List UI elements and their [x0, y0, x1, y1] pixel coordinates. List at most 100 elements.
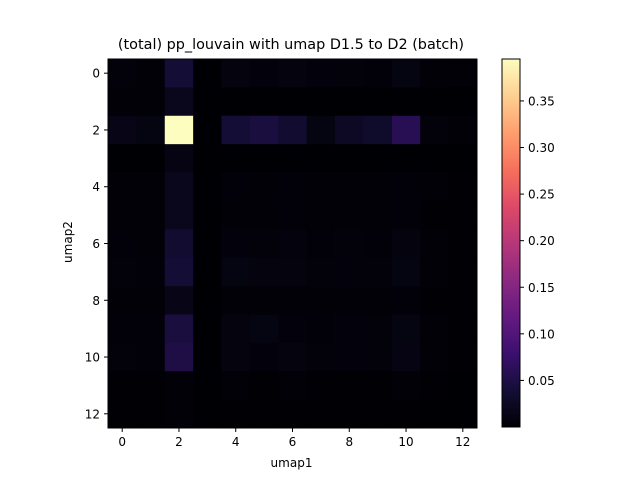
heatmap-cell-r9-c12 — [448, 314, 478, 344]
heatmap-cell-r9-c11 — [420, 314, 450, 344]
heatmap-cell-r9-c7 — [306, 314, 336, 344]
heatmap-cell-r2-c8 — [335, 115, 364, 145]
heatmap-cell-r0-c3 — [193, 59, 222, 88]
heatmap-cell-r6-c7 — [306, 229, 336, 259]
heatmap-cell-r11-c8 — [335, 371, 364, 401]
heatmap-cell-r1-c10 — [391, 87, 421, 117]
heatmap-cell-r6-c12 — [448, 229, 478, 259]
heatmap-cell-r9-c3 — [193, 314, 222, 344]
heatmap-cell-r5-c12 — [448, 200, 478, 230]
heatmap-cell-r5-c10 — [391, 200, 421, 230]
heatmap-cell-r3-c6 — [278, 144, 308, 173]
heatmap-cell-r0-c0 — [108, 59, 137, 88]
heatmap-cell-r10-c9 — [363, 342, 393, 372]
heatmap-cell-r11-c6 — [278, 371, 308, 401]
heatmap-cell-r0-c8 — [335, 59, 364, 88]
heatmap-cell-r3-c8 — [335, 144, 364, 173]
heatmap-cell-r5-c2 — [164, 200, 194, 230]
heatmap-cell-r12-c6 — [278, 399, 308, 429]
heatmap-cell-r5-c6 — [278, 200, 308, 230]
heatmap-cell-r7-c1 — [136, 257, 166, 287]
heatmap-cell-r9-c1 — [136, 314, 166, 344]
heatmap-cell-r8-c6 — [278, 286, 308, 315]
heatmap-cell-r11-c1 — [136, 371, 166, 401]
heatmap-cell-r6-c3 — [193, 229, 222, 259]
heatmap-cell-r11-c12 — [448, 371, 478, 401]
heatmap-cell-r0-c10 — [391, 59, 421, 88]
heatmap-cell-r12-c12 — [448, 399, 478, 429]
heatmap-cell-r6-c5 — [249, 229, 279, 259]
heatmap-cell-r0-c4 — [221, 59, 251, 88]
heatmap-cell-r10-c2 — [164, 342, 194, 372]
heatmap-cell-r4-c10 — [391, 172, 421, 202]
x-tick-label-0: 0 — [118, 435, 126, 449]
heatmap-cell-r12-c9 — [363, 399, 393, 429]
colorbar-tick-label-4: 0.25 — [528, 188, 555, 202]
heatmap-cell-r2-c7 — [306, 115, 336, 145]
heatmap-cell-r4-c4 — [221, 172, 251, 202]
heatmap-cell-r7-c4 — [221, 257, 251, 287]
y-tick-label-4: 4 — [92, 180, 100, 194]
heatmap-cell-r11-c9 — [363, 371, 393, 401]
heatmap-cell-r12-c0 — [108, 399, 137, 429]
heatmap-cell-r3-c12 — [448, 144, 478, 173]
heatmap-cell-r8-c5 — [249, 286, 279, 315]
heatmap-cell-r3-c11 — [420, 144, 450, 173]
heatmap-cell-r0-c1 — [136, 59, 166, 88]
heatmap-cell-r5-c11 — [420, 200, 450, 230]
heatmap-cell-r12-c4 — [221, 399, 251, 429]
heatmap-cell-r7-c12 — [448, 257, 478, 287]
heatmap-cell-r10-c5 — [249, 342, 279, 372]
heatmap-cell-r3-c0 — [108, 144, 137, 173]
heatmap-cell-r6-c2 — [164, 229, 194, 259]
heatmap-cell-r9-c9 — [363, 314, 393, 344]
heatmap-cell-r5-c7 — [306, 200, 336, 230]
heatmap-cell-r8-c3 — [193, 286, 222, 315]
heatmap-cell-r12-c5 — [249, 399, 279, 429]
heatmap-cell-r4-c2 — [164, 172, 194, 202]
heatmap-cell-r6-c8 — [335, 229, 364, 259]
heatmap-cell-r10-c0 — [108, 342, 137, 372]
heatmap-cell-r0-c2 — [164, 59, 194, 88]
heatmap-cell-r11-c2 — [164, 371, 194, 401]
heatmap-cell-r3-c10 — [391, 144, 421, 173]
y-tick-label-10: 10 — [85, 351, 100, 365]
chart-title: (total) pp_louvain with umap D1.5 to D2 … — [118, 37, 464, 53]
heatmap-cell-r2-c9 — [363, 115, 393, 145]
x-tick-label-6: 6 — [289, 435, 297, 449]
heatmap-cells — [108, 59, 478, 429]
heatmap-cell-r2-c2 — [164, 115, 194, 145]
heatmap-cell-r5-c4 — [221, 200, 251, 230]
heatmap-cell-r12-c1 — [136, 399, 166, 429]
heatmap-cell-r7-c5 — [249, 257, 279, 287]
heatmap-cell-r7-c3 — [193, 257, 222, 287]
x-tick-label-10: 10 — [398, 435, 413, 449]
colorbar-tick-label-1: 0.10 — [528, 327, 555, 341]
heatmap-cell-r0-c6 — [278, 59, 308, 88]
heatmap-cell-r9-c8 — [335, 314, 364, 344]
heatmap-cell-r10-c11 — [420, 342, 450, 372]
heatmap-cell-r8-c7 — [306, 286, 336, 315]
heatmap-cell-r12-c7 — [306, 399, 336, 429]
heatmap-cell-r2-c12 — [448, 115, 478, 145]
y-tick-label-2: 2 — [92, 123, 100, 137]
heatmap-cell-r1-c7 — [306, 87, 336, 117]
heatmap-cell-r6-c4 — [221, 229, 251, 259]
heatmap-cell-r12-c8 — [335, 399, 364, 429]
heatmap-cell-r6-c9 — [363, 229, 393, 259]
y-axis: 0 2 4 6 8 10 12 — [85, 67, 108, 421]
heatmap-cell-r9-c10 — [391, 314, 421, 344]
y-tick-label-0: 0 — [92, 67, 100, 81]
heatmap-cell-r10-c8 — [335, 342, 364, 372]
heatmap-cell-r4-c8 — [335, 172, 364, 202]
heatmap-cell-r0-c7 — [306, 59, 336, 88]
colorbar-tick-label-2: 0.15 — [528, 281, 555, 295]
heatmap-cell-r7-c2 — [164, 257, 194, 287]
heatmap-cell-r5-c0 — [108, 200, 137, 230]
heatmap-cell-r0-c9 — [363, 59, 393, 88]
heatmap-cell-r10-c3 — [193, 342, 222, 372]
heatmap-cell-r4-c1 — [136, 172, 166, 202]
colorbar: 0.05 0.10 0.15 0.20 0.25 0.30 0.35 — [501, 58, 555, 428]
heatmap-cell-r9-c4 — [221, 314, 251, 344]
x-tick-label-4: 4 — [232, 435, 240, 449]
